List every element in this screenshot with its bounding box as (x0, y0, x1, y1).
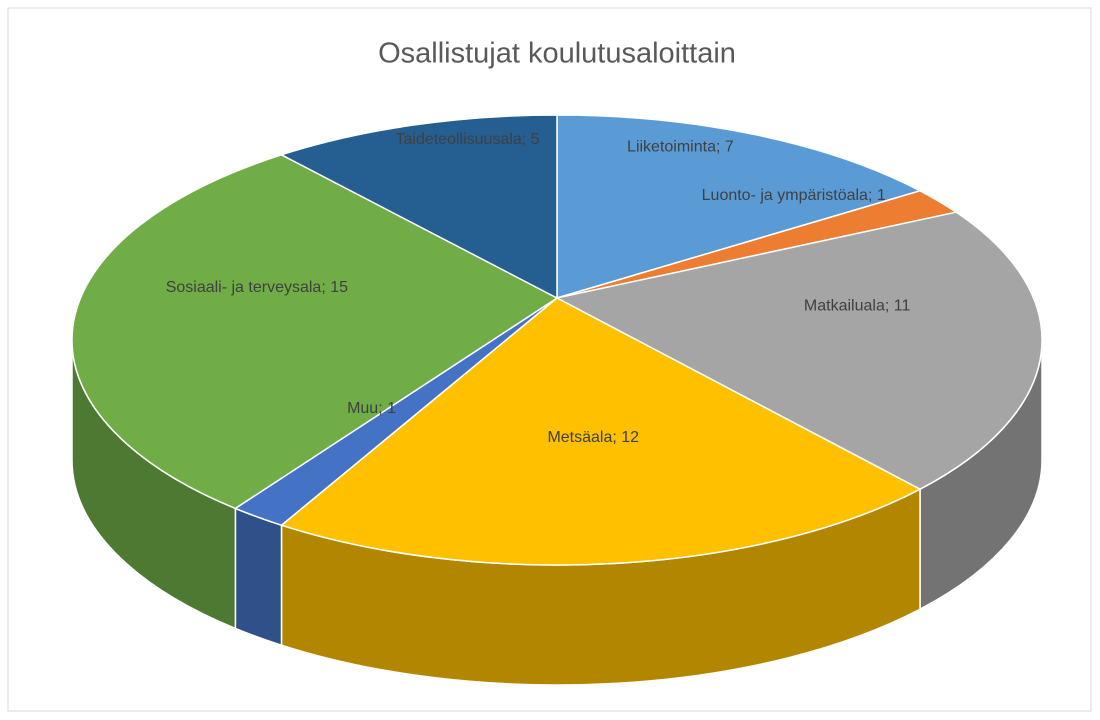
pie-slice (71, 154, 559, 510)
data-label: Liiketoiminta; 7 (627, 138, 734, 155)
pie-tops (71, 114, 1043, 566)
pie-slice (279, 297, 922, 566)
data-label: Matkailuala; 11 (804, 298, 911, 315)
pie-side (234, 507, 283, 647)
pie-slice (279, 114, 558, 300)
data-label: Luonto- ja ympäristöala; 1 (702, 187, 886, 204)
data-labels: Liiketoiminta; 7 Luonto- ja ympäristöala;… (166, 131, 911, 446)
chart-title: Osallistujat koulutusaloittain (378, 38, 736, 70)
pie-slice (554, 211, 1043, 491)
data-label: Muu; 1 (347, 400, 396, 417)
pie-slice (556, 114, 923, 300)
data-label: Metsäala; 12 (547, 429, 639, 446)
data-label: Sosiaali- ja terveysala; 15 (166, 279, 348, 296)
data-label: Taideteollisuusala; 5 (395, 131, 539, 148)
